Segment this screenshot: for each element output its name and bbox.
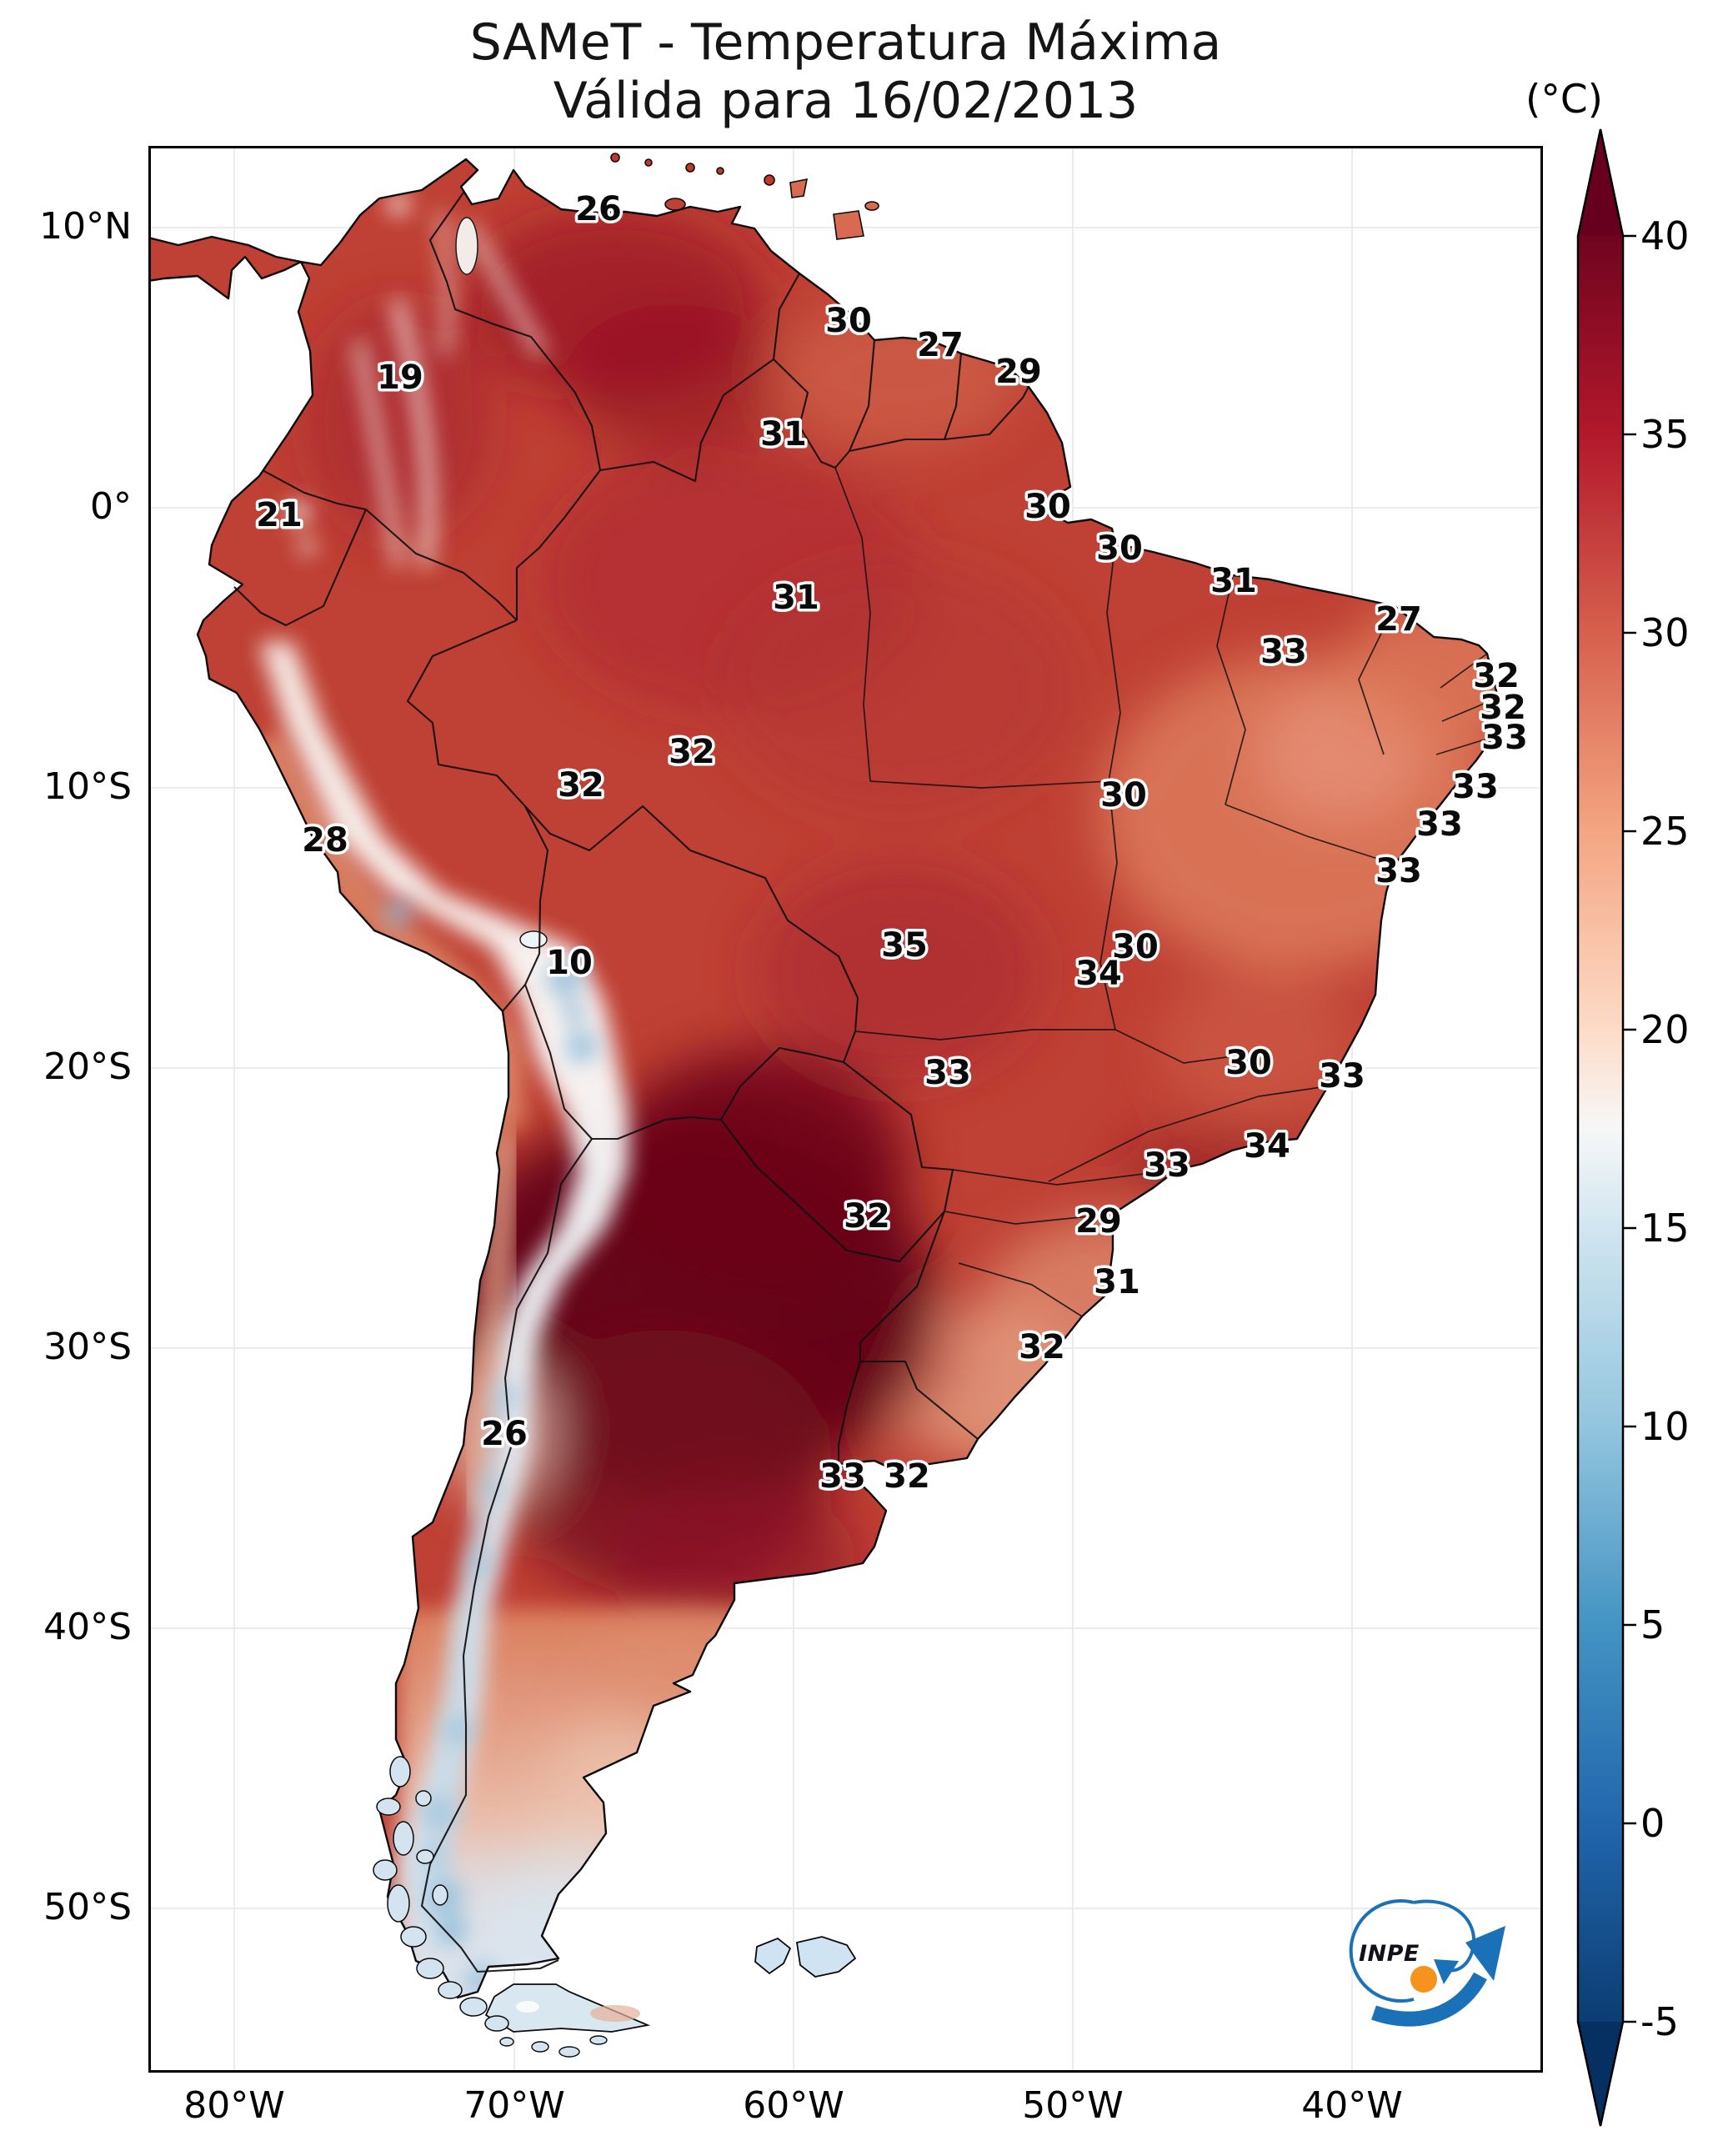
- temp-label: 34: [1075, 955, 1122, 993]
- colorbar-tick-label: 5: [1640, 1602, 1665, 1647]
- temp-label: 30: [1024, 488, 1071, 526]
- inpe-logo: INPE: [1349, 1899, 1505, 2027]
- colorbar-tick-label: 25: [1640, 809, 1690, 854]
- temp-label: 32: [1473, 657, 1520, 695]
- temp-label: 33: [1375, 852, 1422, 890]
- fjord-islands: [373, 1756, 509, 2032]
- tierra-del-fuego: [484, 1983, 651, 2058]
- falkland-islands: [754, 1936, 857, 1978]
- logo-orange-dot-icon: [1410, 1966, 1437, 1993]
- colorbar-tick-label: 15: [1640, 1206, 1690, 1251]
- logo-up-arrowhead-icon: [1465, 1926, 1505, 1981]
- temp-label: 33: [1481, 719, 1528, 757]
- temp-label: 29: [995, 353, 1042, 391]
- temp-label: 27: [1375, 600, 1422, 639]
- title-line-2: Válida para 16/02/2013: [553, 72, 1139, 130]
- coastline: [148, 158, 1500, 1999]
- lat-tick-label: 10°S: [43, 765, 132, 808]
- lat-tick-label: 50°S: [43, 1886, 132, 1928]
- lat-tick-label: 40°S: [43, 1606, 132, 1648]
- lake-maracaibo: [455, 217, 478, 275]
- lat-tick-label: 30°S: [43, 1326, 132, 1368]
- temp-label: 34: [1244, 1127, 1290, 1166]
- temp-label: 30: [825, 302, 872, 340]
- title-line-1: SAMeT - Temperatura Máxima: [469, 13, 1222, 72]
- temp-label: 33: [1319, 1057, 1365, 1096]
- colorbar-tick-label: 30: [1640, 610, 1690, 655]
- temp-label: 32: [558, 766, 604, 805]
- temp-label: 10: [546, 944, 593, 982]
- colorbar-tick-label: 10: [1640, 1404, 1690, 1449]
- lon-tick-label: 80°W: [183, 2084, 285, 2127]
- islands: [610, 153, 879, 240]
- temp-label: 33: [1416, 805, 1463, 844]
- colorbar-unit-label: (°C): [1525, 77, 1603, 123]
- colorbar-tick-label: 0: [1640, 1801, 1665, 1846]
- temp-label: 32: [1480, 689, 1526, 727]
- colorbar-tick-label: -5: [1640, 1999, 1679, 2044]
- temp-label: 26: [481, 1415, 528, 1453]
- temp-label: 32: [669, 733, 715, 771]
- logo-swoosh-arrow-icon: [1371, 1972, 1487, 2027]
- temp-label: 21: [256, 496, 303, 534]
- temp-label: 31: [1210, 562, 1257, 600]
- lon-tick-label: 50°W: [1022, 2084, 1124, 2127]
- lat-tick-label: 20°S: [43, 1045, 132, 1088]
- lake-titicaca: [519, 930, 548, 949]
- temp-label: 30: [1100, 776, 1147, 815]
- temp-label: 33: [924, 1054, 971, 1092]
- plot-frame: [148, 146, 1543, 2073]
- state-borders: [552, 467, 1499, 2028]
- temp-label: 32: [844, 1197, 890, 1236]
- temp-label: 31: [773, 579, 819, 617]
- logo-text: INPE: [1359, 1941, 1420, 1967]
- lon-tick-label: 70°W: [463, 2084, 565, 2127]
- andes-cold-band: [259, 642, 629, 1948]
- temp-label: 35: [881, 926, 928, 965]
- colorbar-tick-label: 35: [1640, 412, 1690, 457]
- temp-label: 33: [1452, 768, 1499, 806]
- temp-label: 32: [1019, 1328, 1065, 1366]
- country-borders: [233, 192, 1029, 1973]
- temp-label: 19: [377, 358, 423, 397]
- lon-tick-label: 40°W: [1301, 2084, 1403, 2127]
- temp-label: 29: [1075, 1202, 1122, 1241]
- temp-label: 26: [575, 190, 622, 228]
- temp-label: 33: [1260, 633, 1307, 671]
- lat-tick-label: 0°: [90, 485, 132, 528]
- temp-label: 31: [1094, 1263, 1140, 1301]
- temp-label: 30: [1112, 928, 1159, 966]
- lat-tick-label: 10°N: [39, 205, 132, 248]
- temp-label: 27: [917, 326, 964, 364]
- temp-label: 33: [819, 1457, 866, 1496]
- temp-label: 30: [1096, 529, 1143, 568]
- lon-tick-label: 60°W: [743, 2084, 844, 2127]
- temp-label: 30: [1225, 1044, 1272, 1082]
- colorbar-tick-label: 40: [1640, 213, 1690, 258]
- temp-label: 33: [1144, 1146, 1190, 1185]
- temp-label: 31: [760, 415, 807, 454]
- temp-label: 28: [302, 821, 348, 860]
- logo-orbit-icon: [1349, 1899, 1415, 2003]
- colorbar-tick-label: 20: [1640, 1007, 1690, 1052]
- logo-down-arrowhead-icon: [1434, 1959, 1459, 1984]
- temp-label: 32: [884, 1457, 930, 1496]
- colorbar: 40 35 30 25 20 15 10 5 0 -5: [1576, 128, 1690, 2127]
